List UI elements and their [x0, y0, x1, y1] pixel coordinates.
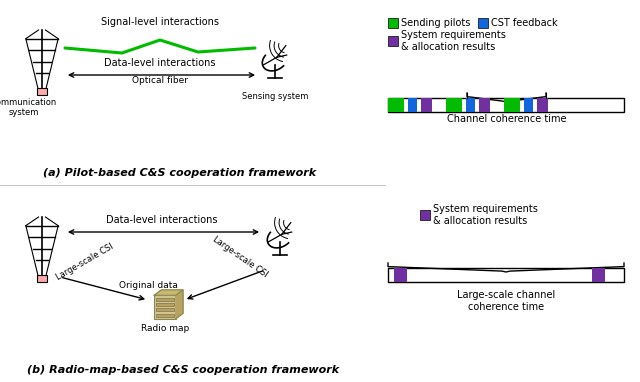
Text: CST feedback: CST feedback: [491, 18, 557, 28]
Text: Data-level interactions: Data-level interactions: [104, 58, 216, 68]
Bar: [388, 36, 398, 46]
Text: Large-scale CSI: Large-scale CSI: [54, 242, 115, 282]
Text: Channel coherence time: Channel coherence time: [447, 114, 566, 124]
Bar: [36, 88, 47, 95]
Text: Sensing system: Sensing system: [242, 92, 308, 101]
Bar: [156, 298, 174, 301]
Bar: [36, 275, 47, 282]
Bar: [156, 303, 174, 306]
Bar: [388, 18, 398, 28]
Bar: [388, 98, 404, 112]
Bar: [504, 98, 520, 112]
Bar: [479, 98, 490, 112]
Text: (b) Radio-map-based C&S cooperation framework: (b) Radio-map-based C&S cooperation fram…: [27, 365, 339, 375]
Bar: [156, 314, 174, 317]
Text: Large-scale channel
coherence time: Large-scale channel coherence time: [457, 290, 555, 312]
Bar: [388, 268, 624, 282]
Text: Data-level interactions: Data-level interactions: [106, 215, 218, 225]
Bar: [388, 98, 624, 112]
Bar: [537, 98, 548, 112]
Bar: [466, 98, 475, 112]
Text: Large-scale CSI: Large-scale CSI: [211, 235, 269, 279]
Text: (a) Pilot-based C&S cooperation framework: (a) Pilot-based C&S cooperation framewor…: [44, 168, 317, 178]
Bar: [446, 98, 462, 112]
Bar: [420, 210, 430, 220]
Bar: [156, 308, 174, 311]
Polygon shape: [154, 290, 183, 295]
Text: Original data: Original data: [118, 281, 177, 290]
Text: Communication
system: Communication system: [0, 98, 57, 117]
Text: Radio map: Radio map: [141, 324, 189, 333]
Text: System requirements
& allocation results: System requirements & allocation results: [401, 30, 506, 52]
Polygon shape: [176, 290, 183, 319]
Text: System requirements
& allocation results: System requirements & allocation results: [433, 204, 538, 226]
Bar: [408, 98, 417, 112]
Text: Signal-level interactions: Signal-level interactions: [101, 17, 219, 27]
Bar: [478, 18, 488, 28]
Bar: [592, 268, 605, 282]
Bar: [421, 98, 432, 112]
Bar: [154, 295, 176, 319]
Bar: [394, 268, 407, 282]
Text: Sending pilots: Sending pilots: [401, 18, 470, 28]
Text: Optical fiber: Optical fiber: [132, 76, 188, 85]
Bar: [524, 98, 533, 112]
